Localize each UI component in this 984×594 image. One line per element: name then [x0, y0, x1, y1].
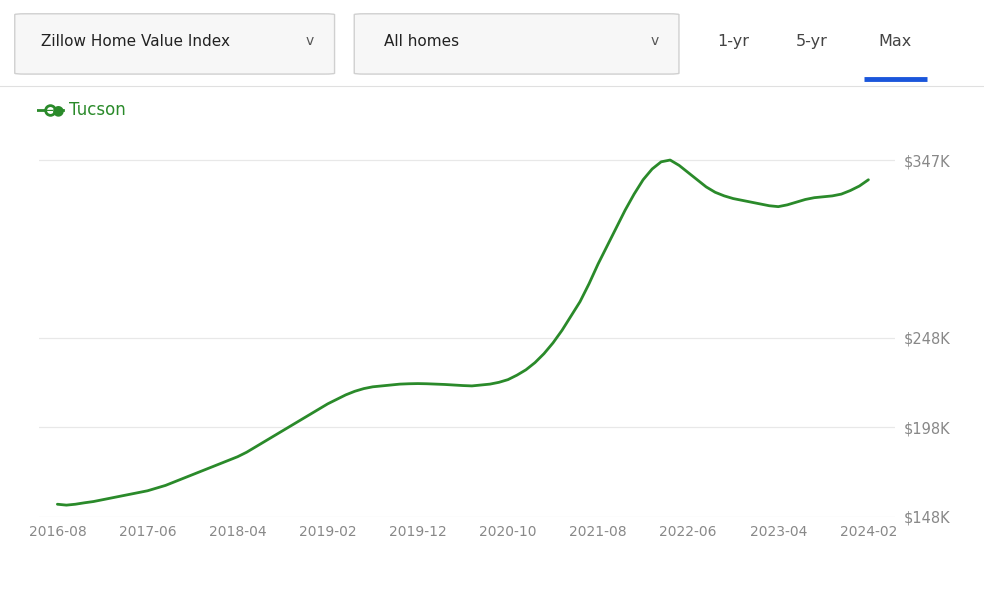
FancyBboxPatch shape	[354, 14, 679, 74]
Text: Tucson: Tucson	[69, 101, 126, 119]
Text: ─●: ─●	[44, 103, 69, 117]
Text: v: v	[650, 34, 658, 48]
Text: 1-yr: 1-yr	[717, 34, 749, 49]
Text: Max: Max	[879, 34, 912, 49]
Text: Zillow Home Value Index: Zillow Home Value Index	[41, 34, 230, 49]
FancyBboxPatch shape	[15, 14, 335, 74]
Text: All homes: All homes	[384, 34, 459, 49]
Text: v: v	[306, 34, 314, 48]
Text: 5-yr: 5-yr	[796, 34, 828, 49]
